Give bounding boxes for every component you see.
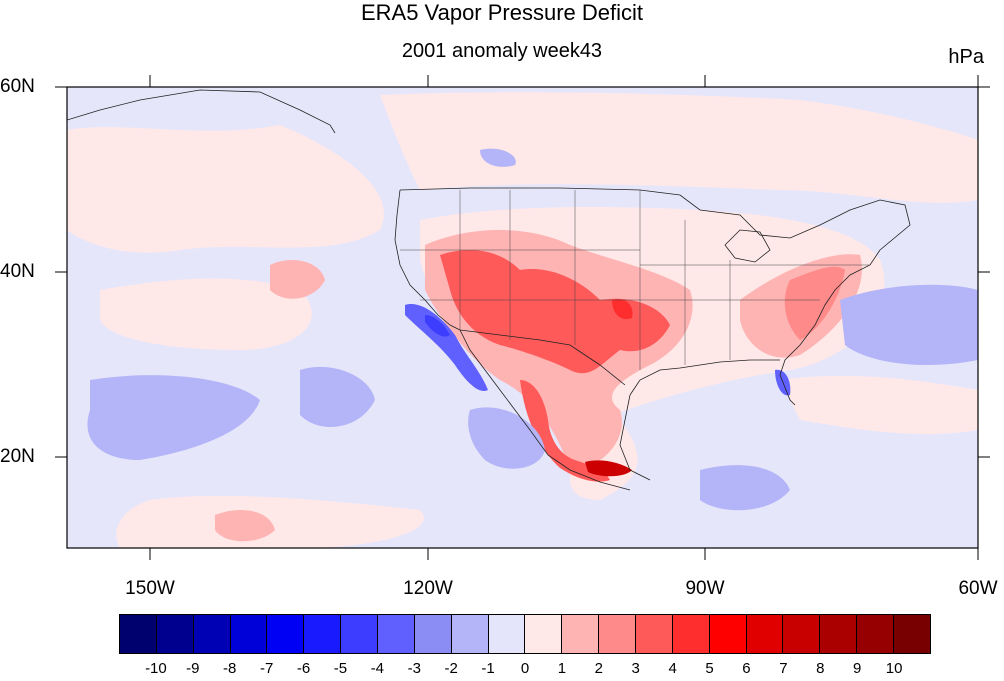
lat-label-40n: 40N xyxy=(0,261,35,282)
anomaly-red-4-southwest xyxy=(440,250,670,374)
anomaly-red-2-pacific-spot xyxy=(270,260,325,299)
colorbar-tick-label: -3 xyxy=(407,660,421,677)
anomaly-blue-pacific-3 xyxy=(468,407,545,469)
axis-ticks xyxy=(55,75,990,560)
colorbar-box xyxy=(599,615,637,653)
state-borders xyxy=(400,190,870,370)
colorbar-box xyxy=(156,615,194,653)
mexico-gulf-coast xyxy=(619,394,651,481)
colorbar-tick-label: 9 xyxy=(853,660,862,677)
colorbar-tick-label: 3 xyxy=(631,660,640,677)
anomaly-blue-pacific-1 xyxy=(87,375,260,460)
colorbar-box xyxy=(267,615,305,653)
us-east-coast xyxy=(779,249,881,406)
us-mexico-border xyxy=(459,329,626,386)
anomaly-pink-atlantic xyxy=(780,375,978,435)
colorbar-box xyxy=(193,615,231,653)
colorbar-box xyxy=(562,615,600,653)
us-canada-border xyxy=(399,187,911,251)
colorbar-box xyxy=(857,615,895,653)
colorbar-tick-label: -9 xyxy=(186,660,200,677)
anomaly-blue-canada xyxy=(480,148,516,167)
anomaly-blue-pacific-2 xyxy=(300,366,375,427)
colorbar-tick-label: 5 xyxy=(705,660,714,677)
anomaly-blue-atlantic xyxy=(840,284,978,365)
anomaly-blue-california-core xyxy=(425,315,450,337)
colorbar-box xyxy=(230,615,268,653)
colorbar-tick-label: -8 xyxy=(223,660,237,677)
gulf-coast xyxy=(629,359,780,396)
lon-label-150w: 150W xyxy=(125,578,175,599)
colorbar-tick-label: -2 xyxy=(444,660,458,677)
colorbar-box xyxy=(636,615,673,653)
colorbar-tick-label: 6 xyxy=(742,660,751,677)
anomaly-red-4-mexico xyxy=(520,380,610,482)
colorbar-tick-label: -1 xyxy=(481,660,495,677)
anomaly-red-6-core-2 xyxy=(612,299,633,320)
anomaly-blue-caribbean xyxy=(700,465,790,511)
colorbar-tick-label: -10 xyxy=(145,660,167,677)
colorbar-tick-label: 8 xyxy=(816,660,825,677)
great-lakes xyxy=(724,229,771,263)
colorbar-tick-label: 2 xyxy=(594,660,603,677)
colorbar-box xyxy=(488,615,526,653)
colorbar-box xyxy=(783,615,821,653)
colorbar-box xyxy=(746,615,784,653)
colorbar-box xyxy=(525,615,563,653)
lat-label-20n: 20N xyxy=(0,446,35,467)
colorbar-tick-label: 4 xyxy=(668,660,677,677)
map-title: ERA5 Vapor Pressure Deficit xyxy=(360,0,644,25)
colorbar xyxy=(119,614,931,654)
lat-label-60n: 60N xyxy=(0,76,35,97)
colorbar-box xyxy=(341,615,379,653)
baja-mexico-coast xyxy=(459,329,631,491)
colorbar-tick-label: -5 xyxy=(333,660,348,677)
units-label: hPa xyxy=(948,46,984,68)
colorbar-box xyxy=(709,615,747,653)
plot-frame xyxy=(66,86,979,549)
colorbar-box xyxy=(894,615,930,653)
anomaly-red-2-south-spot xyxy=(215,510,275,542)
anomaly-pink-canada xyxy=(380,92,978,203)
colorbar-tick-label: -7 xyxy=(259,660,274,677)
colorbar-box xyxy=(414,615,452,653)
colorbar-tick-label: 7 xyxy=(779,660,788,677)
map-subtitle: 2001 anomaly week43 xyxy=(401,40,603,62)
us-west-coast xyxy=(394,189,461,331)
lon-label-60w: 60W xyxy=(958,578,998,599)
colorbar-tick-label: -6 xyxy=(296,660,311,677)
anomaly-red-3-eastcoast xyxy=(784,266,845,340)
colorbar-tick-label: -4 xyxy=(370,660,385,677)
colorbar-box xyxy=(120,615,157,653)
anomaly-blue-california xyxy=(405,304,488,391)
colorbar-box xyxy=(451,615,489,653)
alaska-coast xyxy=(67,89,336,134)
colorbar-tick-label: 10 xyxy=(885,660,903,677)
colorbar-tick-label: 0 xyxy=(520,660,530,677)
colorbar-box xyxy=(820,615,858,653)
colorbar-box xyxy=(672,615,710,653)
lon-label-120w: 120W xyxy=(403,578,453,599)
colorbar-tick-label: 1 xyxy=(557,660,567,677)
anomaly-red-6-core xyxy=(585,460,632,477)
anomaly-pink-pacific-mid xyxy=(100,278,312,350)
anomaly-field xyxy=(67,92,978,548)
colorbar-box xyxy=(304,615,342,653)
colorbar-box xyxy=(378,615,415,653)
anomaly-pink-north-pacific xyxy=(67,125,384,253)
lon-label-90w: 90W xyxy=(685,578,725,599)
coastlines xyxy=(67,89,911,491)
